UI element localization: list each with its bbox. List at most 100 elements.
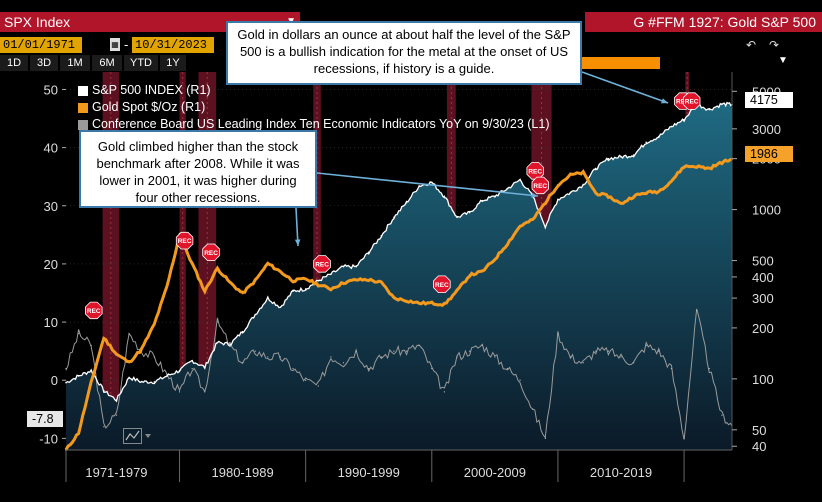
lei-point [178, 391, 181, 393]
left-tick-label: 10 [44, 315, 58, 330]
menu-arrow-icon[interactable]: ▼ [778, 55, 788, 66]
lei-point [267, 356, 269, 358]
lei-point [582, 362, 584, 364]
spx-point [594, 167, 597, 170]
spx-point [443, 195, 446, 197]
gold-point [456, 290, 459, 293]
gold-point [695, 165, 698, 168]
spx-point [632, 154, 635, 156]
right-tick-label: 1000 [752, 203, 781, 218]
lei-point [78, 333, 80, 335]
spx-point [607, 157, 610, 160]
lei-point [317, 385, 319, 387]
recession-band [179, 72, 186, 450]
function-title: G #FFM 1927: Gold S&P 500 [585, 12, 822, 32]
line-chart-icon [123, 428, 151, 444]
lei-point [292, 367, 294, 370]
callout-mid-leader-arrow [531, 192, 538, 199]
lei-point [128, 333, 130, 335]
gold-point [430, 302, 433, 305]
spx-point [241, 330, 244, 333]
range-6m-button[interactable]: 6M [92, 55, 122, 71]
spx-point [191, 359, 193, 362]
recession-marker-label: REC [87, 308, 101, 315]
spx-point [670, 125, 673, 128]
lei-point [506, 367, 509, 370]
chart-legend: S&P 500 INDEX (R1) Gold Spot $/Oz (R1) C… [78, 82, 549, 133]
lei-point [380, 356, 382, 358]
gold-point [544, 201, 547, 204]
x-tick-label: 1980-1989 [212, 465, 274, 480]
range-1m-button[interactable]: 1M [60, 55, 90, 71]
spx-point [229, 343, 231, 346]
range-highlight [560, 57, 660, 69]
gold-point [443, 303, 446, 306]
lei-point [191, 367, 193, 370]
legend-swatch [78, 119, 88, 130]
gold-point [228, 281, 231, 284]
lei-point [305, 379, 307, 381]
range-3d-button[interactable]: 3D [30, 55, 58, 71]
right-tick-label: 50 [752, 423, 766, 438]
annotation-middle: Gold climbed higher than the stock bench… [79, 130, 317, 208]
spx-point [254, 313, 257, 316]
gold-point [519, 225, 522, 228]
spx-point [481, 199, 484, 202]
spx-point [468, 211, 471, 214]
spx-point [658, 135, 660, 138]
spx-point [582, 184, 584, 186]
lei-point [443, 391, 446, 393]
gold-point [241, 292, 244, 295]
spx-point [77, 375, 80, 377]
lei-point [204, 391, 206, 393]
right-tick-label: 3000 [752, 122, 781, 137]
undo-icon[interactable]: ↶ [745, 38, 757, 52]
range-ytd-button[interactable]: YTD [124, 55, 158, 71]
gold-point [279, 270, 282, 273]
lei-point [141, 350, 143, 352]
lei-point [683, 437, 685, 439]
end-date-input[interactable]: 10/31/2023 [132, 37, 214, 53]
chart-tool-button[interactable] [123, 428, 153, 444]
recession-marker-icon [682, 92, 701, 110]
ticker-field[interactable]: SPX Index ▼ [0, 12, 300, 32]
legend-item-gold: Gold Spot $/Oz (R1) [78, 99, 549, 116]
legend-swatch [78, 85, 88, 96]
gold-point [468, 274, 471, 277]
range-1y-button[interactable]: 1Y [160, 55, 186, 71]
ticker-label: SPX Index [4, 14, 71, 30]
lei-point [544, 437, 546, 439]
lei-point [721, 414, 723, 416]
lei-point [330, 356, 332, 358]
lei-point [153, 356, 155, 358]
annotation-top: Gold in dollars an ounce at about half t… [226, 21, 582, 85]
gold-point [191, 262, 194, 265]
recession-marker-icon [313, 255, 331, 273]
spx-point [103, 390, 105, 392]
recession-marker-label: REC [435, 282, 449, 289]
start-date-input[interactable]: 01/01/1971 [0, 37, 82, 53]
gold-point [594, 192, 597, 195]
range-1d-button[interactable]: 1D [0, 55, 28, 71]
spx-point [557, 198, 559, 201]
lei-point [469, 350, 471, 352]
lei-point [90, 344, 92, 346]
right-tick-label: 40 [752, 439, 766, 454]
callout-mid-leader [316, 172, 539, 197]
spx-point [620, 156, 622, 158]
lei-point [670, 367, 673, 370]
lei-point [342, 362, 345, 364]
gold-point [317, 283, 320, 286]
calendar-icon[interactable]: ▦ [110, 38, 120, 51]
gold-point [304, 277, 307, 280]
date-separator: - [124, 37, 129, 52]
gold-last-value: 1986 [745, 146, 793, 162]
spx-point [178, 369, 181, 372]
gold-point [128, 361, 131, 364]
gold-point [165, 285, 168, 288]
redo-icon[interactable]: ↷ [768, 38, 780, 52]
gold-point [481, 270, 484, 273]
gold-point [620, 202, 622, 205]
gold-point [720, 161, 723, 164]
